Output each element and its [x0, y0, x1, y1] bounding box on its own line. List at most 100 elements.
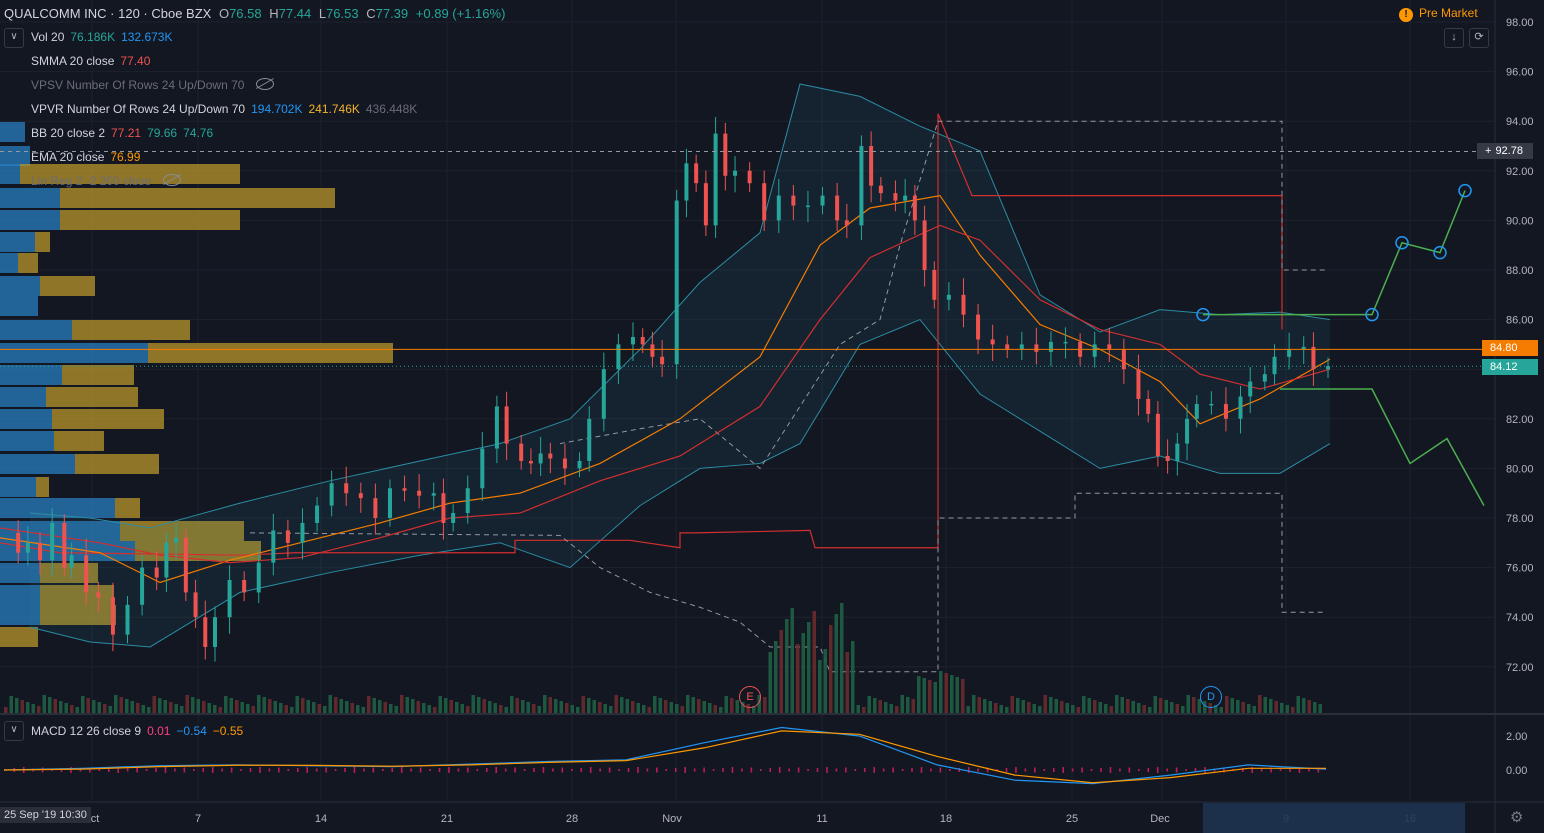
- volume-bar: [1076, 707, 1080, 713]
- volume-bar: [1208, 703, 1212, 713]
- volume-bar: [713, 705, 717, 713]
- refresh-icon[interactable]: ⟳: [1469, 28, 1489, 48]
- settings-gear-icon[interactable]: ⚙: [1510, 809, 1524, 826]
- candle-body: [1175, 443, 1180, 461]
- volume-bar: [191, 697, 195, 713]
- macd-histogram-bar: [183, 767, 186, 773]
- volume-bar: [1203, 701, 1207, 713]
- candle-body: [616, 344, 621, 370]
- time-axis-label: Dec: [1150, 813, 1170, 825]
- time-axis-label: 28: [566, 813, 578, 825]
- volume-bar: [873, 698, 877, 713]
- legend-vpvr[interactable]: VPVR Number Of Rows 24 Up/Down 70 194.702…: [0, 99, 423, 119]
- candle-body: [373, 498, 378, 518]
- volume-bar: [565, 703, 569, 713]
- macd-histogram-bar: [939, 767, 942, 773]
- volume-bar: [174, 704, 178, 713]
- volume-bar: [301, 698, 305, 713]
- volume-bar: [1175, 704, 1179, 713]
- low-value: 76.53: [326, 6, 359, 21]
- volume-bar: [70, 705, 74, 713]
- volume-bar: [1318, 704, 1322, 713]
- volume-bar: [1126, 699, 1130, 713]
- macd-histogram-bar: [571, 769, 573, 771]
- macd-histogram-bar: [986, 767, 989, 773]
- macd-histogram-bar: [400, 767, 403, 773]
- symbol-title[interactable]: QUALCOMM INC · 120 · Cboe BZX: [4, 6, 212, 21]
- earnings-event-icon[interactable]: E: [739, 686, 761, 708]
- volume-bar: [257, 695, 261, 713]
- macd-histogram-bar: [1024, 768, 1027, 772]
- candle-body: [1155, 413, 1160, 456]
- volume-bar: [1296, 696, 1300, 713]
- macd-histogram-bar: [79, 768, 82, 772]
- volume-bar: [1219, 707, 1223, 713]
- macd-histogram-bar: [561, 767, 564, 773]
- vpvr-up-value: 194.702K: [251, 102, 303, 116]
- volume-bar: [345, 701, 349, 713]
- volume-bar: [180, 706, 184, 713]
- vpvr-up-bar: [0, 276, 40, 296]
- candle-body: [25, 542, 30, 553]
- hidden-eye-icon[interactable]: [256, 78, 275, 90]
- legend-macd[interactable]: MACD 12 26 close 9 0.01 −0.54 −0.55: [0, 721, 243, 741]
- volume-bar: [444, 698, 448, 713]
- volume-bar: [526, 702, 530, 713]
- candle-body: [922, 220, 927, 270]
- volume-bar: [647, 707, 651, 713]
- volume-bar: [339, 699, 343, 713]
- macd-histogram-bar: [306, 767, 308, 773]
- macd-histogram-bar: [930, 768, 932, 772]
- legend-smma[interactable]: SMMA 20 close 77.40: [0, 51, 156, 71]
- candle-body: [893, 193, 898, 201]
- vpsv-name: VPSV Number Of Rows 24 Up/Down 70: [31, 78, 245, 92]
- volume-bar: [1142, 705, 1146, 713]
- volume-bar: [829, 625, 833, 713]
- macd-hist-value: 0.01: [147, 724, 171, 738]
- candle-body: [344, 483, 349, 494]
- macd-histogram-bar: [1223, 767, 1225, 773]
- volume-bar: [642, 705, 646, 713]
- volume-bar: [1054, 699, 1058, 713]
- download-icon[interactable]: ↓: [1444, 28, 1464, 48]
- volume-bar: [136, 703, 140, 713]
- legend-ema[interactable]: EMA 20 close 76.99: [0, 147, 146, 167]
- high-value: 77.44: [278, 6, 312, 21]
- volume-bar: [972, 695, 976, 713]
- vpvr-down-bar: [148, 343, 393, 363]
- volume-bar: [796, 644, 800, 713]
- volume-bar: [1098, 702, 1102, 713]
- collapse-legend-button[interactable]: ∨: [4, 28, 24, 48]
- candle-body: [562, 458, 567, 469]
- macd-histogram-bar: [769, 768, 772, 772]
- volume-bar: [741, 702, 745, 713]
- collapse-macd-button[interactable]: ∨: [4, 721, 24, 741]
- legend-vpsv[interactable]: VPSV Number Of Rows 24 Up/Down 70: [0, 75, 275, 95]
- candle-body: [84, 555, 89, 593]
- volume-bar: [433, 707, 437, 713]
- legend-bb[interactable]: BB 20 close 2 77.21 79.66 74.76: [0, 123, 219, 143]
- volume-bar: [818, 660, 822, 713]
- volume-bar: [735, 700, 739, 713]
- dividend-event-icon[interactable]: D: [1200, 686, 1222, 708]
- volume-bar: [1214, 705, 1218, 713]
- plus-icon[interactable]: +: [1485, 145, 1492, 157]
- hidden-eye-icon[interactable]: [163, 174, 182, 186]
- macd-histogram-bar: [703, 767, 705, 773]
- volume-bar: [1131, 701, 1135, 713]
- candle-body: [1272, 356, 1277, 375]
- candle-body: [660, 356, 665, 365]
- macd-histogram-bar: [249, 768, 252, 772]
- volume-bar: [1230, 698, 1234, 713]
- volume-bar: [75, 707, 79, 713]
- candle-body: [869, 146, 874, 186]
- macd-histogram-bar: [89, 767, 91, 773]
- candle-body: [1019, 344, 1024, 350]
- premarket-indicator[interactable]: ! Pre Market: [1399, 6, 1478, 22]
- legend-linreg[interactable]: Lin Reg 2 -2 200 close: [0, 171, 182, 191]
- volume-bar: [570, 705, 574, 713]
- legend-vol[interactable]: Vol 20 76.186K 132.673K: [0, 27, 178, 47]
- macd-line-value: −0.54: [176, 724, 207, 738]
- volume-bar: [1302, 698, 1306, 713]
